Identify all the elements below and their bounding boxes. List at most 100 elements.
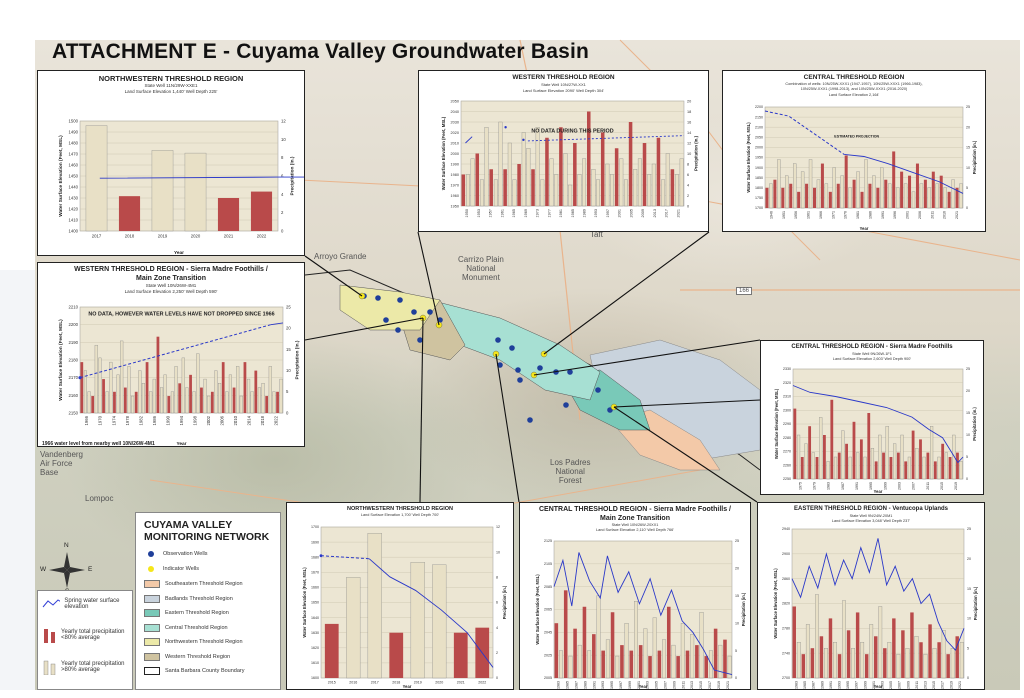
precip-bar xyxy=(591,169,596,207)
precip-bar xyxy=(149,391,153,414)
precip-bar xyxy=(713,628,718,678)
y2-tick-label: 10 xyxy=(281,137,286,142)
precip-bar xyxy=(624,623,629,679)
y-tick-label: 1420 xyxy=(69,206,79,211)
x-tick-label: 1995 xyxy=(846,681,850,689)
central-region xyxy=(429,299,601,401)
x-tick-label: 2007 xyxy=(912,482,916,490)
precip-bar xyxy=(926,452,930,479)
label-los-padres: Los Padres National Forest xyxy=(550,458,591,485)
leader-line xyxy=(495,353,520,503)
precip-bar xyxy=(254,370,258,413)
y2-tick-label: 0 xyxy=(735,676,737,680)
x-tick-label: 2015 xyxy=(932,681,936,689)
precip-bar xyxy=(268,366,272,414)
y2-tick-label: 25 xyxy=(966,367,970,371)
label-vandenberg: Vandenberg Air Force Base xyxy=(40,450,83,477)
y-tick-label: 2280 xyxy=(783,436,791,440)
precip-bar xyxy=(210,391,214,413)
x-tick-label: 1986 xyxy=(152,415,157,425)
precip-bar xyxy=(959,461,963,480)
y-tick-label: 1480 xyxy=(69,140,79,145)
precip-bar xyxy=(648,656,652,678)
x-tick-label: 1975 xyxy=(798,482,802,490)
x-tick-label: 1977 xyxy=(547,209,551,217)
y-tick-label: 2250 xyxy=(783,477,791,481)
y2-tick-label: 0 xyxy=(496,676,498,680)
y2-tick-label: 5 xyxy=(967,646,969,650)
precip-bar xyxy=(170,391,174,414)
precip-bar xyxy=(704,656,709,678)
x-tick-label: 2001 xyxy=(872,681,876,689)
y-tick-label: 1990 xyxy=(451,162,459,166)
y2-tick-label: 6 xyxy=(496,601,498,605)
precip-bar xyxy=(830,399,834,479)
legend-item: Central Threshold Region xyxy=(144,623,228,632)
precip-bar xyxy=(919,439,922,479)
x-tick-label: 2005 xyxy=(655,681,659,689)
leader-line xyxy=(304,255,363,297)
y2-axis-label: Precipitation (in.) xyxy=(294,340,300,379)
chart-title: WESTERN THRESHOLD REGION - Sierra Madre … xyxy=(74,266,268,273)
precip-bar xyxy=(937,456,941,480)
precip-bar xyxy=(855,612,860,678)
precip-bar xyxy=(914,636,919,679)
chart-subtitle: State Well 9N/26W-1F1 xyxy=(852,351,892,356)
precip-bar xyxy=(535,127,540,207)
precip-bar xyxy=(185,387,189,414)
precip-bar xyxy=(466,174,470,207)
precip-bar xyxy=(324,623,339,678)
precip-bar xyxy=(610,174,614,207)
chart-panel-central-transition: CENTRAL THRESHOLD REGION - Sierra Madre … xyxy=(519,502,751,690)
precip-bar xyxy=(901,630,905,678)
x-tick-label: 1995 xyxy=(869,482,873,490)
x-tick-label: 1956 xyxy=(794,211,798,219)
y-tick-label: 2940 xyxy=(782,527,790,531)
compass-rose: N S W E xyxy=(40,542,92,595)
y2-tick-label: 15 xyxy=(967,587,971,591)
y2-tick-label: 10 xyxy=(966,433,970,437)
chart-svg: 1400 1410 1420 1430 1440 1450 1460 1470 1480 1490… xyxy=(58,118,304,255)
precip-bar xyxy=(479,179,484,207)
y-tick-label: 2200 xyxy=(755,105,763,109)
precip-bar xyxy=(932,648,937,679)
legend-item: Observation Wells xyxy=(144,551,208,557)
precip-bar xyxy=(819,636,824,678)
x-tick-label: 1951 xyxy=(782,211,786,219)
precip-bar xyxy=(927,187,932,209)
chart-annotation: ESTIMATED PROJECTION xyxy=(834,134,879,138)
x-tick-label: 1961 xyxy=(807,211,811,219)
y2-tick-label: 10 xyxy=(286,368,291,373)
x-tick-label: 2006 xyxy=(220,415,225,425)
x-tick-label: 2022 xyxy=(257,233,267,238)
y2-tick-label: 10 xyxy=(687,152,691,156)
precip-bar xyxy=(512,179,517,207)
y-tick-label: 2780 xyxy=(782,627,790,631)
x-tick-label: 2009 xyxy=(672,681,676,689)
x-tick-label: 1993 xyxy=(594,209,598,217)
x-tick-label: 1957 xyxy=(489,209,493,217)
precip-bar xyxy=(880,167,884,209)
precip-bar xyxy=(785,175,789,209)
observation-well-dot xyxy=(427,309,433,315)
legend-swatch xyxy=(144,638,160,646)
key-label-low-precip: Yearly total precipitation <80% average xyxy=(61,629,125,641)
precip-bar xyxy=(432,564,447,679)
y-tick-label: 1450 xyxy=(69,173,79,178)
precip-bar xyxy=(718,644,723,679)
chart-subtitle: Land Surface Elevation 2,164' xyxy=(828,92,880,97)
observation-well-dot xyxy=(537,365,543,371)
x-axis-label: Year xyxy=(176,441,186,447)
precip-bar xyxy=(628,122,633,206)
legend-label: Western Threshold Region xyxy=(165,653,231,660)
precip-bar xyxy=(931,171,935,208)
chart-title: CENTRAL THRESHOLD REGION - Sierra Madre … xyxy=(791,344,953,350)
precip-bar xyxy=(141,383,145,414)
x-tick-label: 1973 xyxy=(536,209,540,217)
legend-label: Central Threshold Region xyxy=(165,624,228,631)
y2-tick-label: 15 xyxy=(735,594,739,598)
precip-bar xyxy=(470,158,475,207)
x-tick-label: 1970 xyxy=(98,415,103,425)
precip-bar xyxy=(102,379,105,413)
leader-line xyxy=(613,399,761,408)
